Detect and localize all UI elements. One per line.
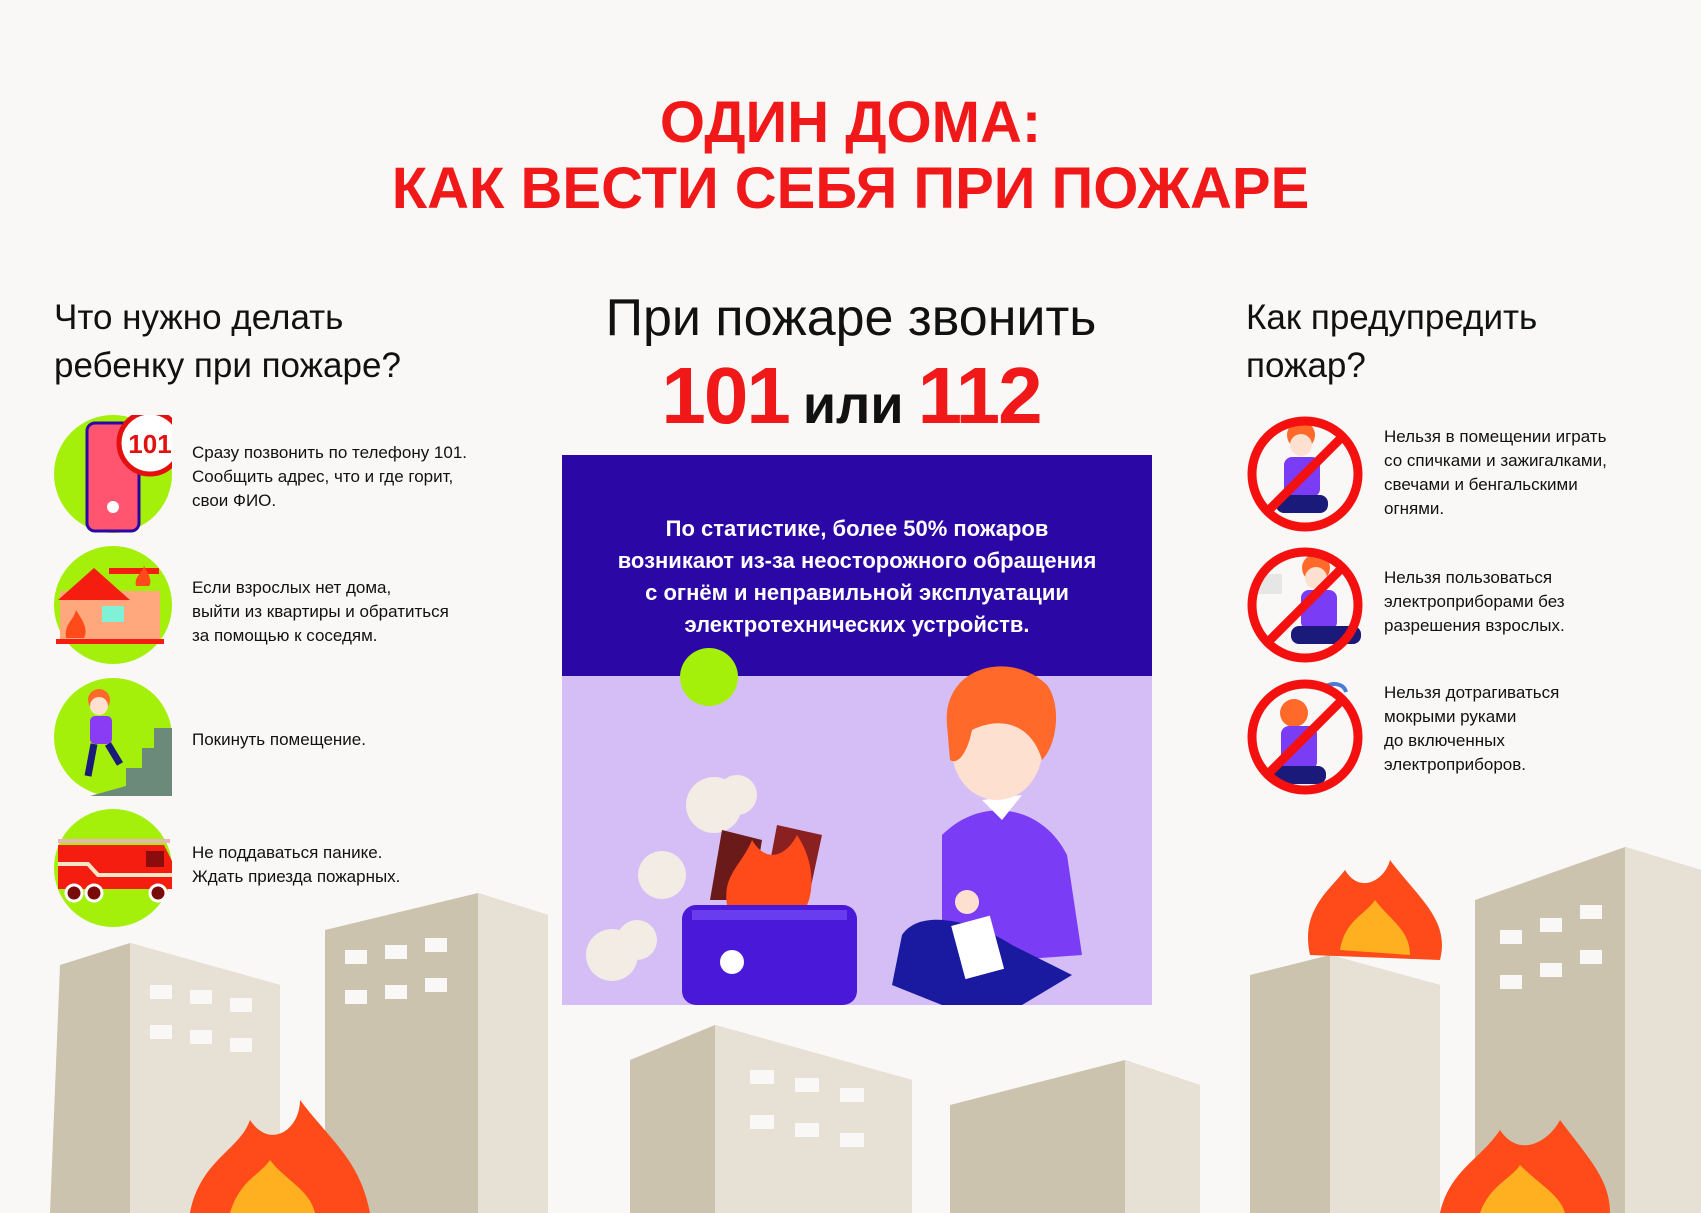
text-line: огнями. [1384, 499, 1445, 518]
no-matches-icon [1247, 416, 1363, 532]
number-112: 112 [917, 351, 1043, 440]
left-item-1-text: Сразу позвонить по телефону 101. Сообщит… [192, 441, 467, 513]
left-heading: Что нужно делать ребенку при пожаре? [54, 294, 401, 390]
text-line: Сразу позвонить по телефону 101. [192, 443, 468, 462]
left-item-3-text: Покинуть помещение. [192, 728, 366, 752]
text-line: мокрыми руками [1384, 707, 1517, 726]
text-line: Нельзя в помещении играть [1384, 427, 1607, 446]
title-line-1: ОДИН ДОМА: [659, 90, 1042, 155]
statistic-panel: По статистике, более 50% пожаров возника… [562, 455, 1152, 1005]
phone-101-icon: 101 [54, 415, 172, 533]
text-line: электроприборов. [1384, 755, 1527, 774]
text-line: Нельзя дотрагиваться [1384, 683, 1560, 702]
left-item-2-text: Если взрослых нет дома, выйти из квартир… [192, 576, 449, 648]
left-heading-line-2: ребенку при пожаре? [54, 346, 401, 385]
right-heading-line-1: Как предупредить [1246, 298, 1538, 337]
no-wet-hands-icon [1247, 679, 1363, 795]
phone-badge-101: 101 [128, 429, 171, 459]
statistic-text: По статистике, более 50% пожаров возника… [582, 513, 1132, 641]
call-heading: При пожаре звонить [605, 289, 1097, 347]
text-line: Покинуть помещение. [192, 730, 366, 749]
text-line: электротехнических устройств. [684, 612, 1030, 637]
text-line: с огнём и неправильной эксплуатации [645, 580, 1069, 605]
left-item-4-text: Не поддаваться панике. Ждать приезда пож… [192, 841, 400, 889]
no-electric-devices-icon [1247, 547, 1363, 663]
title-line-2: КАК ВЕСТИ СЕБЯ ПРИ ПОЖАРЕ [391, 156, 1310, 221]
left-heading-line-1: Что нужно делать [54, 298, 344, 337]
text-line: разрешения взрослых. [1384, 616, 1565, 635]
page-title: ОДИН ДОМА: КАК ВЕСТИ СЕБЯ ПРИ ПОЖАРЕ [0, 90, 1701, 222]
text-line: По статистике, более 50% пожаров [665, 516, 1049, 541]
text-line: до включенных [1384, 731, 1505, 750]
statistic-header [562, 455, 1152, 676]
text-line: свечами и бенгальскими [1384, 475, 1578, 494]
text-line: электроприборами без [1384, 592, 1565, 611]
text-line: Нельзя пользоваться [1384, 568, 1553, 587]
text-line: возникают из-за неосторожного обращения [617, 548, 1097, 573]
text-line: Сообщить адрес, что и где горит, [192, 467, 454, 486]
right-item-1-text: Нельзя в помещении играть со спичками и … [1384, 425, 1607, 521]
right-item-3-text: Нельзя дотрагиваться мокрыми руками до в… [1384, 681, 1559, 777]
number-101: 101 [661, 351, 790, 440]
text-line: Ждать приезда пожарных. [192, 867, 401, 886]
text-line: Не поддаваться панике. [192, 843, 383, 862]
text-line: свои ФИО. [192, 491, 277, 510]
right-heading-line-2: пожар? [1246, 346, 1366, 385]
right-item-2-text: Нельзя пользоваться электроприборами без… [1384, 566, 1565, 638]
burning-house-icon [54, 546, 172, 664]
text-line: выйти из квартиры и обратиться [192, 602, 449, 621]
fire-truck-icon [54, 809, 172, 927]
text-line: со спичками и зажигалками, [1384, 451, 1607, 470]
or-word: или [802, 375, 904, 435]
running-child-icon [54, 678, 172, 796]
emergency-numbers: 101 или 112 [480, 350, 1222, 442]
text-line: за помощью к соседям. [192, 626, 378, 645]
right-heading: Как предупредить пожар? [1246, 294, 1537, 390]
text-line: Если взрослых нет дома, [192, 578, 392, 597]
child-toaster-illustration [586, 648, 1082, 1005]
